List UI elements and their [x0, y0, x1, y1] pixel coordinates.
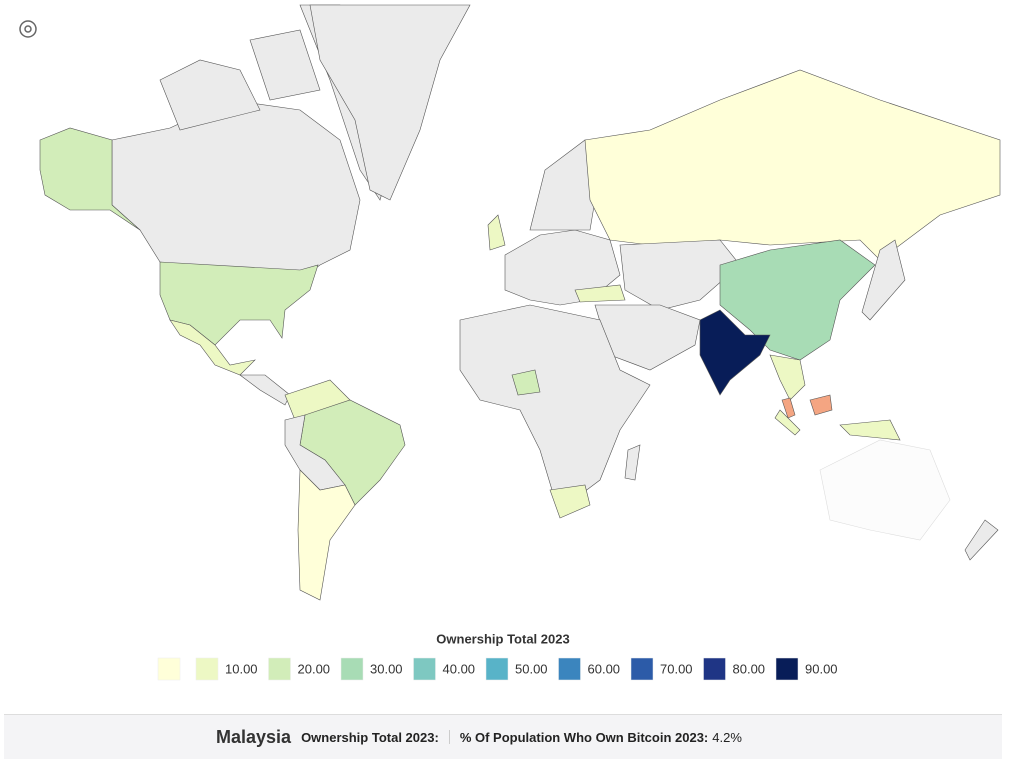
central-america: [239, 374, 291, 406]
africa: [459, 304, 651, 501]
legend-label: 30.00: [370, 661, 403, 676]
south-africa[interactable]: [549, 484, 591, 519]
nigeria[interactable]: [511, 369, 541, 396]
legend-swatch: [775, 657, 799, 681]
settings-icon[interactable]: [19, 20, 37, 38]
madagascar: [624, 444, 641, 481]
legend-title: Ownership Total 2023: [436, 631, 569, 646]
legend-swatch: [630, 657, 654, 681]
india[interactable]: [699, 309, 771, 396]
central-asia: [619, 239, 741, 311]
indonesia[interactable]: [774, 409, 901, 441]
legend-swatch: [485, 657, 509, 681]
tooltip-field: Ownership Total 2023:: [301, 729, 439, 745]
mexico[interactable]: [169, 319, 256, 376]
greenland: [309, 4, 471, 201]
legend: 10.00 20.00 30.00 40.00 50.00 60.00 70.00 80.00…: [157, 657, 838, 681]
legend-label: 80.00: [733, 661, 766, 676]
alaska[interactable]: [39, 127, 141, 231]
legend-swatch: [413, 657, 436, 681]
canada[interactable]: [111, 99, 361, 281]
tooltip-field: % Of Population Who Own Bitcoin 2023:: [459, 729, 709, 745]
legend-label: 70.00: [660, 661, 693, 676]
legend-label: 20.00: [298, 661, 331, 676]
legend-label: 60.00: [588, 661, 621, 676]
new-zealand: [964, 519, 999, 561]
legend-swatch: [268, 657, 291, 681]
legend-swatch: [195, 657, 219, 681]
turkey[interactable]: [574, 284, 626, 303]
china[interactable]: [719, 239, 876, 361]
argentina[interactable]: [297, 469, 356, 601]
legend-label: 90.00: [805, 661, 838, 676]
legend-swatch: [558, 657, 581, 681]
tooltip-value: 4.2%: [712, 729, 742, 745]
separator: [448, 730, 450, 744]
legend-label: 10.00: [225, 661, 258, 676]
legend-swatch: [157, 657, 181, 681]
malaysia[interactable]: [781, 394, 833, 419]
tooltip-country: Malaysia: [216, 726, 292, 747]
world-map: Ownership Total 2023 10.00 20.00 30.00 40.0…: [19, 4, 1001, 681]
russia[interactable]: [584, 69, 1001, 261]
legend-swatch: [703, 657, 726, 681]
japan: [861, 239, 906, 321]
australia[interactable]: [819, 439, 951, 541]
legend-swatch: [340, 657, 364, 681]
uk[interactable]: [487, 214, 506, 251]
southeast-asia[interactable]: [769, 354, 806, 401]
legend-label: 50.00: [515, 661, 548, 676]
tooltip-bar: Malaysia Ownership Total 2023: % Of Popu…: [4, 714, 1002, 759]
legend-label: 40.00: [443, 661, 476, 676]
